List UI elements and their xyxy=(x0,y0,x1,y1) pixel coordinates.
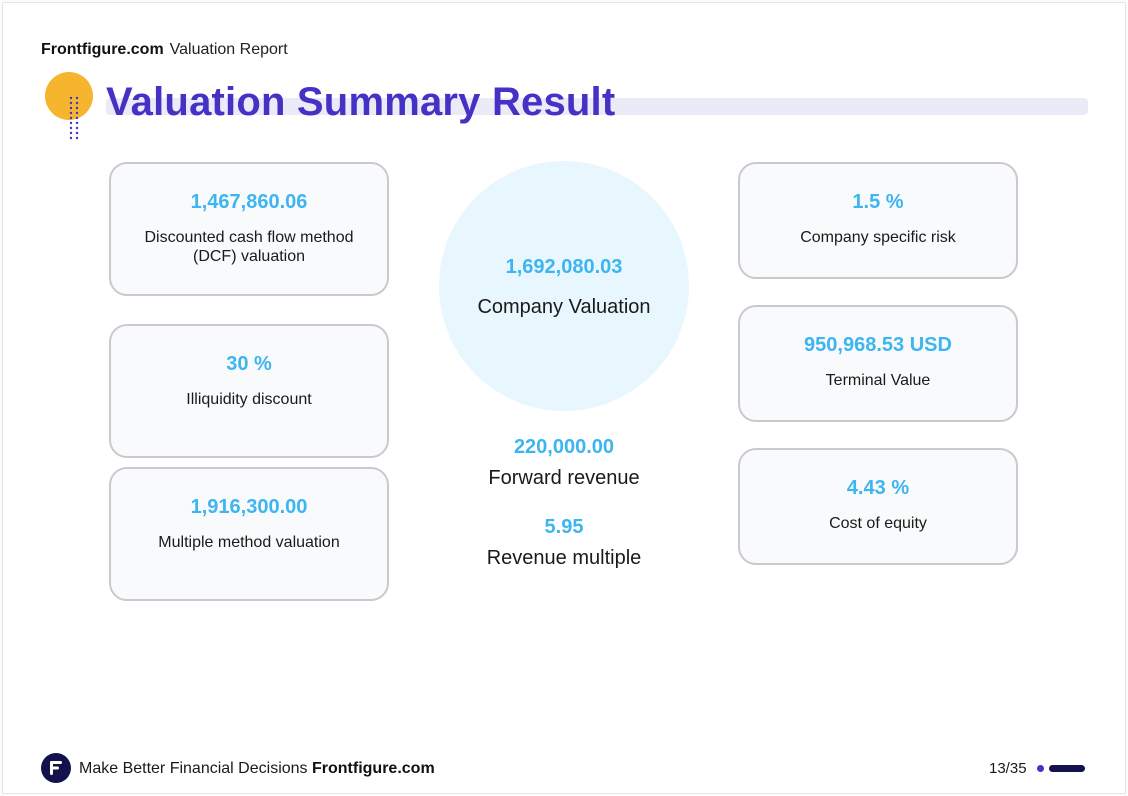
revenue-multiple-stat: 5.95 Revenue multiple xyxy=(414,515,714,571)
frontfigure-logo-icon xyxy=(41,753,71,783)
page-indicator-dot xyxy=(1037,765,1044,772)
stat-label: Forward revenue xyxy=(488,467,640,489)
page-number: 13/35 xyxy=(989,760,1027,777)
cost-of-equity-card: 4.43 % Cost of equity xyxy=(738,448,1018,565)
dcf-valuation-card: 1,467,860.06 Discounted cash flow method… xyxy=(109,162,389,296)
card-label: Illiquidity discount xyxy=(186,391,312,408)
card-label: Terminal Value xyxy=(825,372,931,389)
card-value: 1,916,300.00 xyxy=(190,496,308,518)
report-header: Frontfigure.com Valuation Report xyxy=(41,40,288,60)
header-report-name: Valuation Report xyxy=(169,41,288,58)
company-specific-risk-card: 1.5 % Company specific risk xyxy=(738,162,1018,279)
stat-value: 220,000.00 xyxy=(513,436,615,458)
page-indicator-bar xyxy=(1049,765,1085,772)
footer-tagline-text: Make Better Financial Decisions xyxy=(79,760,308,777)
stat-value: 5.95 xyxy=(544,516,584,538)
footer-brand: Frontfigure.com xyxy=(312,760,435,777)
company-valuation-value: 1,692,080.03 xyxy=(505,256,623,278)
footer-tagline: Make Better Financial Decisions Frontfig… xyxy=(79,759,435,779)
title-decoration-circle xyxy=(45,72,93,120)
header-brand: Frontfigure.com xyxy=(41,41,164,58)
card-label: Multiple method valuation xyxy=(158,534,340,551)
terminal-value-card: 950,968.53 USD Terminal Value xyxy=(738,305,1018,422)
card-value: 30 % xyxy=(226,353,272,375)
card-value: 1.5 % xyxy=(852,191,904,213)
page-title: Valuation Summary Result xyxy=(106,80,616,124)
illiquidity-discount-card: 30 % Illiquidity discount xyxy=(109,324,389,458)
forward-revenue-stat: 220,000.00 Forward revenue xyxy=(414,435,714,491)
card-value: 4.43 % xyxy=(846,477,910,499)
multiple-method-card: 1,916,300.00 Multiple method valuation xyxy=(109,467,389,601)
card-value: 1,467,860.06 xyxy=(190,191,308,213)
stat-label: Revenue multiple xyxy=(486,547,642,569)
company-valuation-label: Company Valuation xyxy=(477,296,651,318)
card-label: Cost of equity xyxy=(829,515,927,532)
company-valuation-circle: 1,692,080.03 Company Valuation xyxy=(439,161,689,411)
card-label: Discounted cash flow method (DCF) valuat… xyxy=(144,229,354,265)
title-decoration-dots-icon xyxy=(69,96,79,140)
title-underline-bar xyxy=(106,98,1088,115)
card-value: 950,968.53 USD xyxy=(804,334,952,356)
card-label: Company specific risk xyxy=(800,229,956,246)
